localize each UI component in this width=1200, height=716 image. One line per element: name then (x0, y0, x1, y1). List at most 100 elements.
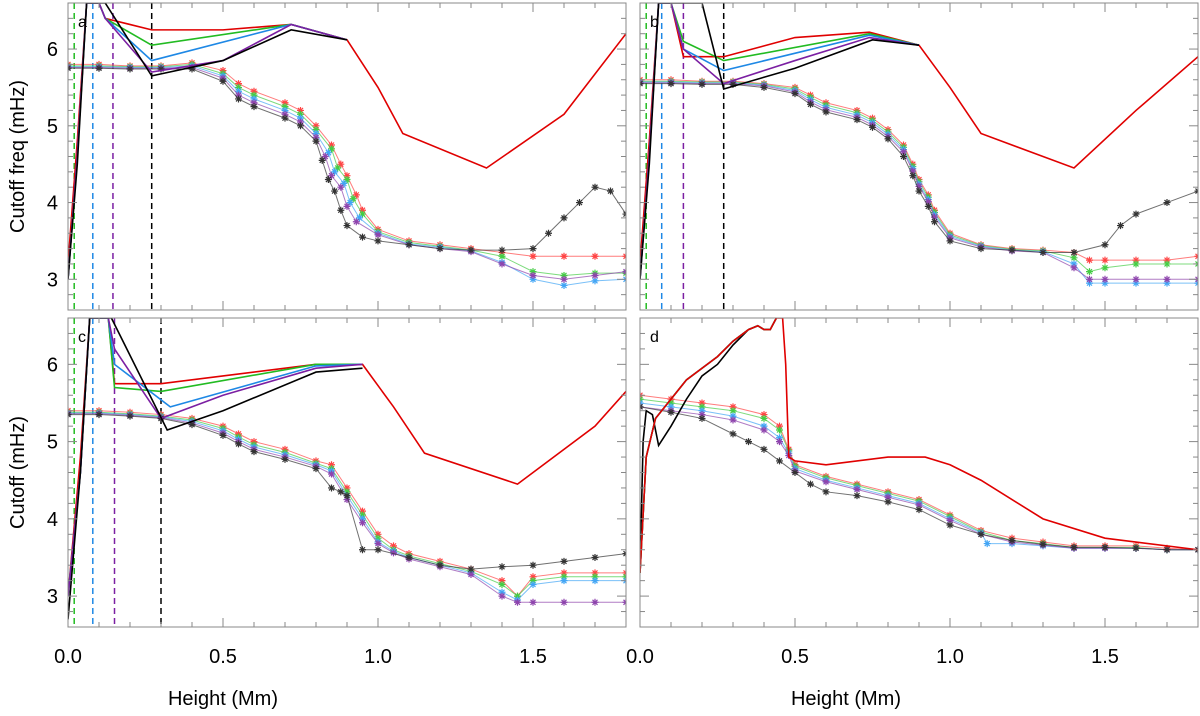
data-point (343, 488, 351, 496)
data-trace (640, 406, 1198, 551)
data-point (467, 246, 475, 254)
panel-label: c (78, 329, 86, 346)
data-point (760, 422, 768, 430)
data-point (374, 534, 382, 542)
data-point (698, 411, 706, 419)
data-point (250, 448, 258, 456)
data-point (591, 598, 599, 606)
y-axis-label: Cutoff (mHz) (7, 416, 29, 529)
data-point (869, 123, 876, 131)
data-point (560, 252, 568, 260)
y-tick-label: 6 (47, 354, 58, 376)
data-point (297, 106, 304, 114)
data-point (235, 87, 242, 95)
data-point (352, 191, 360, 199)
data-point (729, 430, 737, 438)
data-point (529, 268, 537, 276)
data-point (667, 399, 675, 407)
data-trace (68, 412, 626, 601)
data-point (498, 581, 506, 589)
data-point (776, 422, 783, 430)
data-point (545, 229, 552, 237)
data-point (915, 187, 923, 195)
data-point (729, 407, 737, 415)
data-point (1101, 256, 1109, 264)
data-point (853, 492, 861, 500)
data-point (931, 218, 938, 226)
x-tick-label: 0.0 (626, 646, 654, 668)
data-point (467, 570, 475, 578)
data-point (1070, 543, 1078, 551)
data-point (281, 110, 289, 118)
data-point (95, 64, 103, 72)
data-point (909, 167, 917, 175)
data-point (1163, 256, 1171, 264)
data-point (1086, 268, 1093, 276)
data-point (250, 95, 258, 103)
data-point (853, 485, 861, 493)
data-point (1039, 540, 1047, 548)
data-point (1101, 275, 1109, 283)
panel-a: 3 4 5 6 Cutoff freq (mHz) a (7, 2, 627, 311)
data-point (359, 546, 366, 554)
cutoff-line-blue (68, 3, 348, 280)
data-point (1132, 275, 1140, 283)
data-point (776, 438, 783, 446)
data-point (1194, 187, 1198, 195)
data-point (915, 501, 923, 509)
data-point (514, 598, 521, 606)
cutoff-line-black (68, 318, 363, 620)
cutoff-line-green (68, 3, 348, 280)
y-tick-label: 5 (47, 432, 58, 454)
data-trace (640, 83, 1198, 253)
data-point (250, 87, 258, 95)
data-point (931, 213, 938, 221)
data-point (281, 106, 289, 114)
cutoff-line-green (68, 318, 363, 597)
data-point (591, 277, 599, 285)
data-point (1070, 248, 1078, 256)
data-point (977, 245, 985, 253)
data-point (328, 484, 335, 492)
data-point (374, 237, 382, 245)
data-point (667, 408, 675, 416)
data-point (390, 542, 397, 550)
data-point (235, 91, 242, 99)
data-point (374, 546, 382, 554)
data-point (698, 403, 706, 411)
data-point (337, 160, 345, 168)
data-point (529, 275, 537, 283)
data-point (924, 202, 932, 210)
data-point (560, 557, 568, 565)
data-point (328, 172, 335, 180)
data-point (1132, 544, 1140, 552)
data-point (436, 561, 444, 569)
data-point (900, 148, 907, 156)
data-point (343, 202, 351, 210)
data-point (667, 403, 675, 411)
data-point (498, 260, 506, 268)
x-tick-label: 0.5 (781, 646, 809, 668)
data-point (791, 469, 799, 476)
data-point (219, 77, 227, 85)
data-point (1132, 279, 1140, 287)
data-point (591, 271, 599, 279)
data-point (1070, 260, 1078, 268)
data-point (498, 563, 506, 571)
data-point (188, 65, 196, 73)
data-point (1117, 222, 1124, 230)
data-point (1070, 254, 1078, 262)
data-point (1008, 536, 1016, 544)
data-point (698, 407, 706, 415)
data-point (529, 577, 537, 585)
data-point (390, 549, 397, 557)
data-point (312, 465, 320, 473)
panels-group: 3 4 5 6 Cutoff freq (mHz) a b 3 4 5 6 0.0 0.5 1.0 1.5 C… (7, 2, 1199, 668)
data-point (576, 199, 583, 207)
data-point (529, 573, 537, 581)
panel-label: b (650, 14, 659, 31)
data-point (312, 137, 320, 145)
data-point (359, 515, 366, 523)
data-point (1163, 546, 1171, 554)
